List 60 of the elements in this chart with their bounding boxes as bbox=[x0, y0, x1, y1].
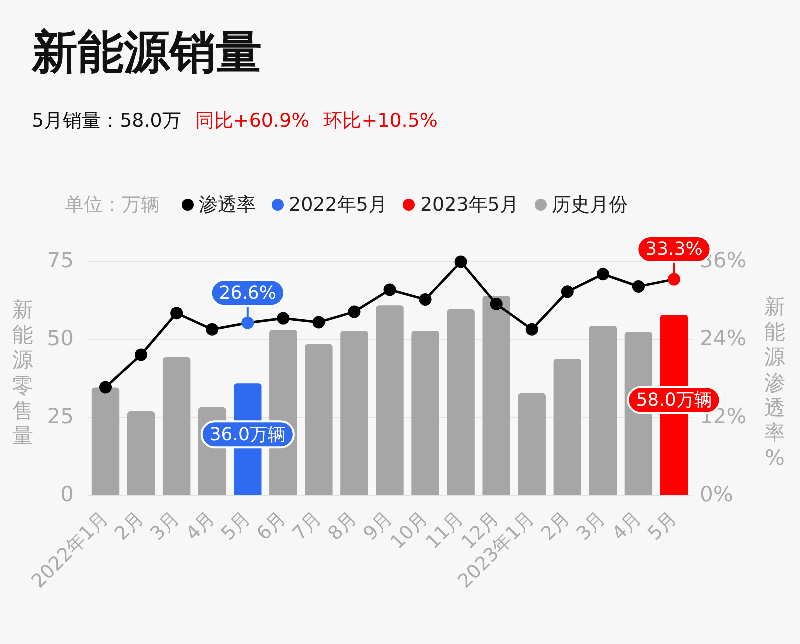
x-tick-label: 2月 bbox=[537, 508, 575, 546]
x-tick-label: 5月 bbox=[217, 508, 255, 546]
y2-axis-title: 新能源渗透率% bbox=[764, 295, 786, 472]
bar bbox=[127, 411, 156, 496]
x-tick-label: 4月 bbox=[182, 508, 220, 546]
legend-label: 2022年5月 bbox=[289, 193, 388, 218]
chart-title: 新能源销量 bbox=[32, 24, 262, 81]
point bbox=[312, 316, 326, 329]
y-axis-title: 新能源零售量 bbox=[12, 298, 34, 450]
point bbox=[277, 312, 290, 325]
legend-label: 渗透率 bbox=[199, 193, 256, 218]
x-tick-label: 5月 bbox=[644, 508, 682, 546]
y-tick-label: 75 bbox=[47, 248, 74, 272]
y-tick-label: 50 bbox=[47, 326, 74, 350]
bar bbox=[376, 306, 404, 496]
bar bbox=[482, 296, 510, 496]
point bbox=[135, 348, 148, 362]
y-tick-label: 25 bbox=[47, 404, 74, 428]
bar bbox=[162, 357, 191, 496]
x-tick-label: 3月 bbox=[146, 508, 184, 546]
bar bbox=[589, 326, 618, 496]
point bbox=[100, 381, 112, 394]
point bbox=[454, 256, 468, 268]
legend-title: 单位：万辆 bbox=[65, 193, 160, 218]
point bbox=[419, 293, 432, 306]
bar bbox=[412, 330, 440, 496]
data-label: 33.3% bbox=[646, 239, 703, 260]
legend-label: 2023年5月 bbox=[420, 193, 519, 218]
point bbox=[526, 323, 538, 336]
bar bbox=[305, 344, 333, 496]
y-tick-label: 0 bbox=[60, 482, 74, 506]
bar bbox=[92, 388, 120, 496]
point bbox=[561, 286, 574, 298]
bar bbox=[554, 359, 582, 496]
legend-label: 历史月份 bbox=[552, 193, 628, 218]
point bbox=[668, 273, 680, 286]
point bbox=[348, 306, 361, 318]
bar bbox=[447, 309, 475, 496]
data-label: 36.0万辆 bbox=[210, 424, 286, 446]
point bbox=[242, 316, 254, 330]
y2-tick-label: 24% bbox=[700, 326, 747, 350]
point bbox=[596, 268, 610, 281]
x-tick-label: 3月 bbox=[572, 508, 610, 546]
text: 同比+60.9% bbox=[195, 110, 310, 132]
data-label: 26.6% bbox=[219, 282, 276, 304]
bar bbox=[340, 330, 368, 496]
x-tick-label: 7月 bbox=[288, 508, 326, 546]
x-tick-label: 6月 bbox=[252, 508, 290, 546]
point bbox=[206, 323, 219, 336]
x-tick-label: 8月 bbox=[324, 508, 362, 546]
point bbox=[170, 307, 184, 320]
point bbox=[632, 280, 645, 293]
point bbox=[384, 284, 396, 296]
y2-tick-label: 0% bbox=[700, 482, 734, 506]
x-tick-label: 2月 bbox=[110, 508, 148, 546]
point bbox=[490, 298, 503, 310]
bar bbox=[518, 393, 546, 496]
text: 环比+10.5% bbox=[324, 110, 438, 132]
chart-subtitle: 5月销量：58.0万 bbox=[32, 110, 182, 132]
x-tick-label: 4月 bbox=[608, 508, 646, 546]
